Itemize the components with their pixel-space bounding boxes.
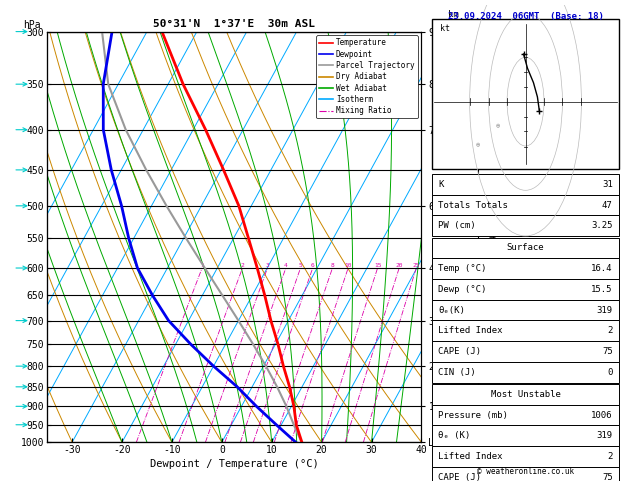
Text: hPa: hPa [23,19,40,30]
Bar [432,384,619,405]
Text: 31: 31 [602,180,613,189]
Bar [432,279,619,300]
Bar [432,195,619,215]
Text: 2: 2 [608,452,613,461]
Text: 5: 5 [299,263,303,268]
Bar [432,215,619,236]
Bar [432,19,619,169]
Text: 75: 75 [602,473,613,482]
Text: 15.5: 15.5 [591,285,613,294]
Bar [432,174,619,195]
Text: 3.25: 3.25 [591,221,613,230]
Text: 15: 15 [374,263,381,268]
Text: Most Unstable: Most Unstable [491,390,560,399]
Bar [432,446,619,467]
Text: 23.09.2024  06GMT  (Base: 18): 23.09.2024 06GMT (Base: 18) [448,12,603,21]
Text: 6: 6 [311,263,314,268]
Text: km
ASL: km ASL [448,10,464,30]
Text: 1006: 1006 [591,411,613,419]
Bar [432,467,619,486]
Text: Dewp (°C): Dewp (°C) [438,285,487,294]
Text: © weatheronline.co.uk: © weatheronline.co.uk [477,468,574,476]
Text: Totals Totals: Totals Totals [438,201,508,209]
Text: Lifted Index: Lifted Index [438,452,503,461]
Text: 4: 4 [284,263,287,268]
X-axis label: Dewpoint / Temperature (°C): Dewpoint / Temperature (°C) [150,459,319,469]
Text: PW (cm): PW (cm) [438,221,476,230]
Bar [432,300,619,320]
Bar [432,362,619,382]
Bar [432,320,619,341]
Text: Lifted Index: Lifted Index [438,326,503,335]
Text: θₑ (K): θₑ (K) [438,431,470,440]
Text: Temp (°C): Temp (°C) [438,264,487,273]
Text: 10: 10 [345,263,352,268]
Text: ⊕: ⊕ [476,142,480,148]
Text: 1: 1 [200,263,204,268]
Legend: Temperature, Dewpoint, Parcel Trajectory, Dry Adiabat, Wet Adiabat, Isotherm, Mi: Temperature, Dewpoint, Parcel Trajectory… [316,35,418,118]
Text: 319: 319 [596,431,613,440]
Text: ⊕: ⊕ [496,123,500,129]
Text: CAPE (J): CAPE (J) [438,473,481,482]
Text: 75: 75 [602,347,613,356]
Text: 2: 2 [608,326,613,335]
Bar [432,425,619,446]
Text: CIN (J): CIN (J) [438,368,476,377]
Text: θₑ(K): θₑ(K) [438,306,465,314]
Text: CAPE (J): CAPE (J) [438,347,481,356]
Title: 50°31'N  1°37'E  30m ASL: 50°31'N 1°37'E 30m ASL [153,19,315,30]
Text: 16.4: 16.4 [591,264,613,273]
Text: Surface: Surface [507,243,544,252]
Y-axis label: Mixing Ratio (g/kg): Mixing Ratio (g/kg) [486,186,495,288]
Text: 20: 20 [396,263,403,268]
Bar [432,341,619,362]
Bar [432,238,619,258]
Bar [432,405,619,425]
Bar [432,258,619,279]
Text: 2: 2 [241,263,244,268]
Text: 319: 319 [596,306,613,314]
Text: 3: 3 [265,263,269,268]
Text: 25: 25 [413,263,420,268]
Text: 47: 47 [602,201,613,209]
Text: 8: 8 [331,263,335,268]
Text: kt: kt [440,24,450,33]
Text: Pressure (mb): Pressure (mb) [438,411,508,419]
Text: K: K [438,180,443,189]
Text: 0: 0 [608,368,613,377]
